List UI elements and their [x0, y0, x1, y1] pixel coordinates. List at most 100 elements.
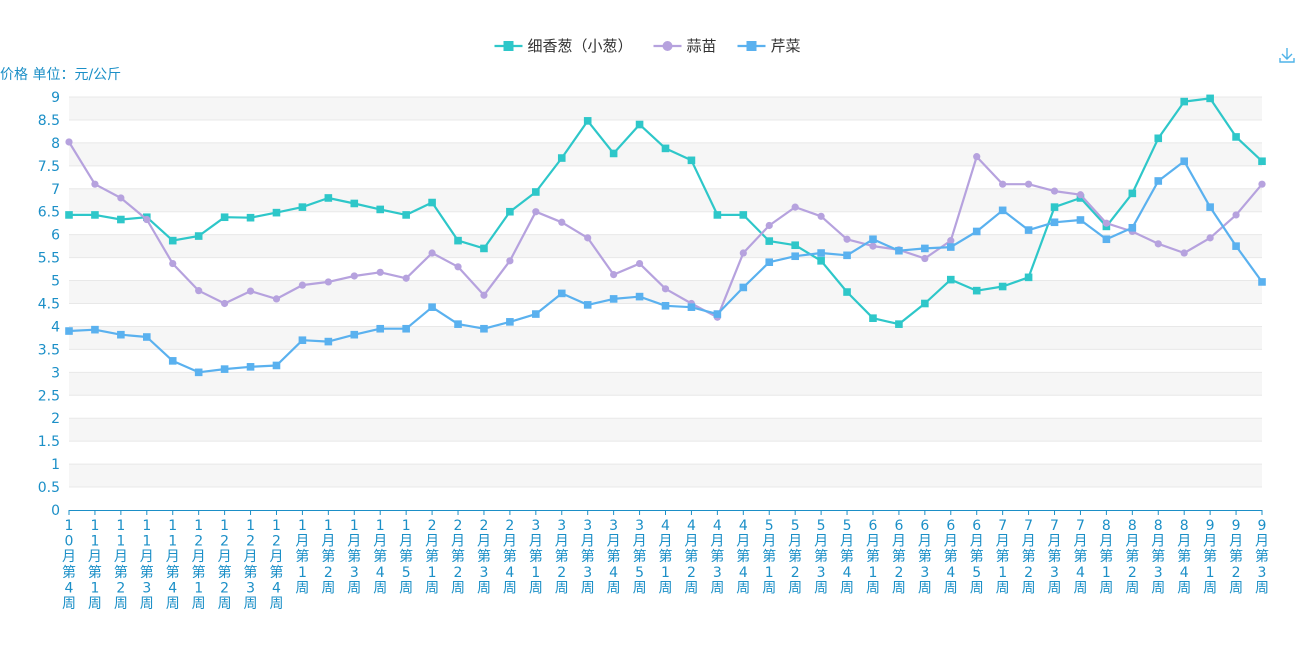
y-tick-label: 5 — [51, 274, 60, 290]
data-point — [220, 213, 229, 222]
data-point — [973, 153, 981, 161]
data-point — [221, 299, 229, 308]
data-point — [1050, 218, 1059, 227]
data-point — [661, 285, 670, 293]
data-point — [1102, 235, 1111, 244]
y-tick-label: 3.5 — [38, 342, 60, 358]
data-point — [143, 215, 151, 224]
data-point — [195, 287, 203, 295]
data-point — [376, 205, 385, 214]
x-tick-label: 5 月第 4 周 — [840, 518, 854, 596]
y-tick-label: 2.5 — [38, 388, 60, 404]
data-point — [350, 272, 358, 280]
data-point — [1050, 187, 1059, 195]
x-tick-label: 1 0 月第 4 周 — [62, 518, 76, 612]
data-point — [946, 275, 955, 284]
data-point — [817, 212, 825, 220]
data-point — [921, 299, 929, 308]
data-point — [246, 213, 255, 222]
data-point — [506, 207, 514, 216]
data-point — [999, 180, 1007, 188]
data-point — [687, 156, 696, 165]
x-tick-label: 5 月第 2 周 — [788, 518, 802, 596]
data-point — [635, 120, 644, 129]
x-tick-label: 6 月第 3 周 — [918, 518, 932, 596]
data-point — [480, 244, 488, 253]
x-tick-label: 4 月第 1 周 — [659, 518, 673, 596]
x-tick-label: 3 月第 5 周 — [633, 518, 647, 596]
x-tick-label: 7 月第 3 周 — [1048, 518, 1062, 596]
legend-label: 芹菜 — [771, 37, 801, 55]
y-tick-label: 4 — [51, 319, 60, 335]
x-tick-label: 3 月第 1 周 — [529, 518, 543, 596]
x-tick-label: 7 月第 1 周 — [996, 518, 1010, 596]
x-tick-label: 6 月第 2 周 — [892, 518, 906, 596]
data-point — [117, 194, 125, 202]
gridlines — [69, 96, 1262, 488]
data-point — [713, 310, 722, 318]
x-tick-label: 1 月第 3 周 — [347, 518, 361, 596]
data-point — [713, 211, 722, 219]
x-tick-label: 1 1 月第 4 周 — [166, 518, 180, 612]
data-point — [1232, 133, 1240, 141]
data-point — [998, 282, 1007, 291]
data-point — [428, 198, 436, 207]
legend-marker — [503, 41, 514, 51]
data-point — [168, 236, 177, 245]
y-axis: 0 0.5 1 1.5 2 2.5 3 3.5 4 4.5 5 5.5 6 6.5 7 7.5 8 8.5 9 — [38, 90, 60, 519]
x-tick-label: 1 2 月第 3 周 — [244, 518, 258, 612]
grid-band — [69, 372, 1262, 396]
x-tick-label: 9 月第 3 周 — [1255, 518, 1269, 596]
data-point — [869, 314, 877, 322]
data-point — [1024, 180, 1033, 188]
data-point — [765, 258, 774, 266]
data-point — [843, 251, 851, 260]
series-1 — [65, 94, 1266, 328]
x-tick-label: 4 月第 3 周 — [710, 518, 724, 596]
data-point — [1154, 134, 1163, 143]
legend-label: 细香葱（小葱） — [528, 37, 633, 55]
data-point — [583, 117, 592, 125]
grid-band — [69, 234, 1262, 258]
x-tick-label: 2 月第 2 周 — [451, 518, 465, 596]
data-point — [895, 320, 903, 328]
y-tick-label: 8 — [51, 136, 60, 152]
x-tick-label: 8 月第 1 周 — [1099, 518, 1113, 596]
data-point — [506, 318, 514, 326]
data-point — [609, 295, 618, 303]
data-point — [609, 149, 618, 158]
legend: 细香葱（小葱） 蒜苗 芹菜 — [494, 37, 801, 55]
legend-item-1[interactable]: 细香葱（小葱） — [494, 37, 633, 55]
data-point — [376, 268, 384, 276]
data-point — [921, 254, 929, 263]
download-icon[interactable] — [1279, 48, 1295, 63]
series-3 — [65, 157, 1266, 377]
y-tick-label: 0 — [51, 503, 60, 519]
y-tick-label: 7 — [51, 182, 60, 198]
data-point — [506, 257, 514, 265]
data-point — [454, 320, 462, 328]
data-point — [1128, 189, 1137, 198]
data-point — [1206, 203, 1214, 211]
data-point — [246, 287, 255, 295]
data-point — [324, 194, 333, 202]
y-axis-label: 价格 单位：元/公斤 — [0, 67, 121, 83]
data-point — [661, 144, 670, 153]
data-point — [1180, 249, 1188, 257]
data-point — [298, 203, 307, 211]
y-tick-label: 6.5 — [38, 205, 60, 221]
y-tick-label: 8.5 — [38, 113, 60, 129]
data-point — [272, 208, 281, 217]
legend-item-3[interactable]: 芹菜 — [737, 37, 801, 55]
data-point — [765, 221, 773, 230]
x-tick-label: 9 月第 2 周 — [1229, 518, 1243, 596]
data-point — [220, 365, 229, 373]
data-point — [895, 246, 903, 255]
data-point — [1050, 203, 1059, 211]
legend-item-2[interactable]: 蒜苗 — [653, 37, 717, 55]
data-point — [817, 257, 825, 265]
data-point — [402, 211, 410, 219]
y-tick-label: 9 — [51, 90, 60, 106]
data-point — [402, 274, 410, 282]
data-point — [428, 303, 436, 311]
